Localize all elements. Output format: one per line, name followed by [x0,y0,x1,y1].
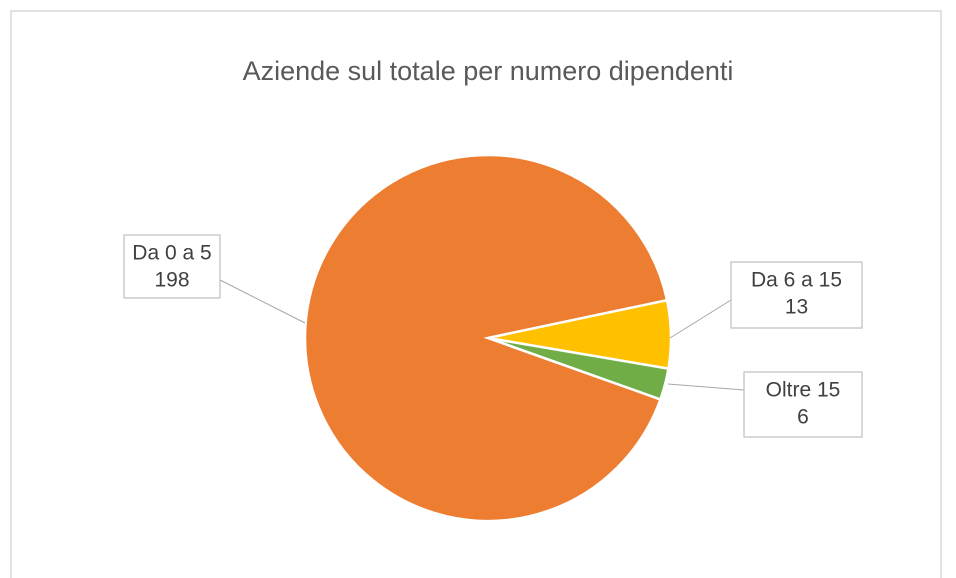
label-box [123,234,221,299]
leader-line [669,299,732,339]
leader-line [667,383,745,391]
label-category: Da 0 a 5 [132,242,211,265]
label-value: 198 [154,269,189,292]
pie-slice [303,153,669,523]
label-box [730,261,863,329]
leader-line [219,279,306,324]
label-category: Oltre 15 [766,379,841,402]
chart-title: Aziende sul totale per numero dipendenti [243,56,734,86]
label-value: 6 [797,406,809,429]
label-category: Da 6 a 15 [751,269,842,292]
label-value: 13 [785,296,808,319]
label-box [743,371,863,438]
pie-slice [487,336,670,401]
